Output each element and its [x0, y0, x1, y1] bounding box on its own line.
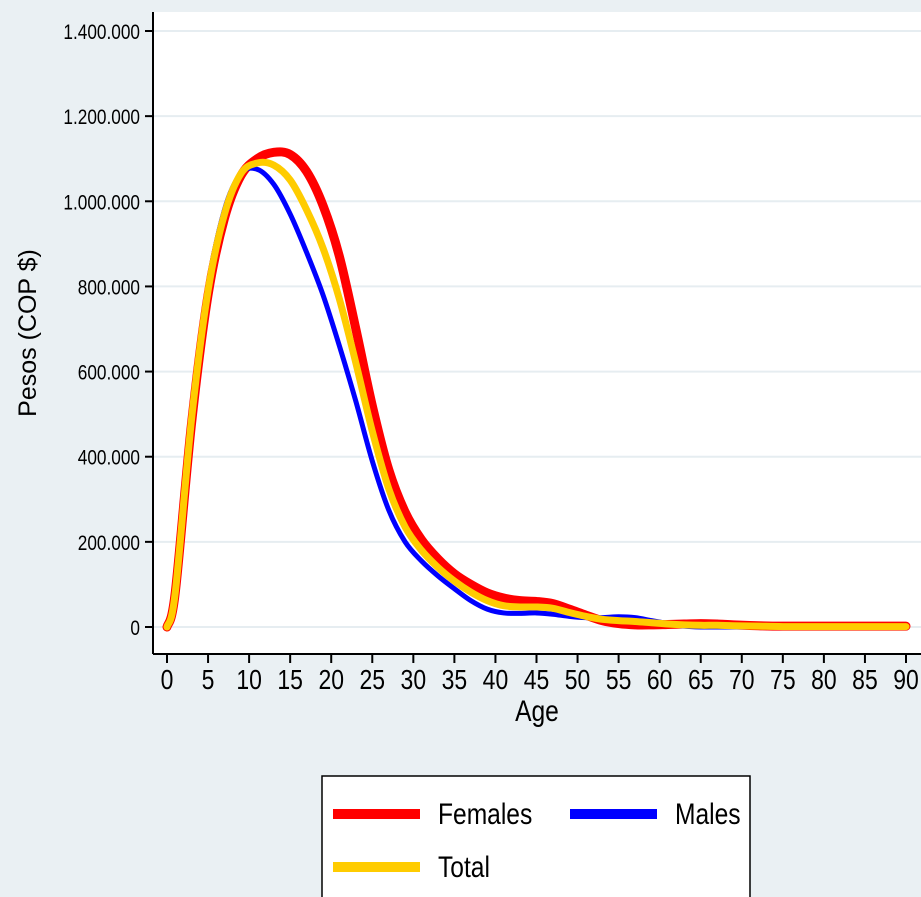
x-tick-label: 90 — [893, 665, 919, 696]
x-tick-label: 10 — [236, 665, 262, 696]
y-tick-label: 0 — [130, 618, 140, 641]
x-tick-label: 45 — [524, 665, 550, 696]
x-tick-label: 30 — [401, 665, 427, 696]
legend: Females Males Total — [321, 775, 751, 897]
x-tick-label: 65 — [688, 665, 714, 696]
legend-label-total: Total — [438, 850, 490, 884]
y-tick-label: 1.200.000 — [63, 107, 140, 130]
legend-label-males: Males — [675, 797, 741, 831]
x-tick-label: 0 — [161, 665, 174, 696]
x-tick-label: 70 — [729, 665, 755, 696]
x-tick-label: 85 — [852, 665, 878, 696]
x-tick-label: 60 — [647, 665, 673, 696]
x-tick-label: 25 — [360, 665, 386, 696]
x-tick-label: 55 — [606, 665, 632, 696]
x-tick-label: 50 — [565, 665, 591, 696]
x-axis-label: Age — [515, 694, 559, 728]
y-tick-label: 1.400.000 — [63, 22, 140, 45]
y-axis-ticks: 0 200.000 400.000 600.000 800.000 1.000.000 1.… — [63, 22, 153, 641]
series-lines — [162, 147, 911, 632]
x-tick-label: 5 — [202, 665, 215, 696]
x-tick-label: 40 — [483, 665, 509, 696]
x-tick-label: 15 — [277, 665, 303, 696]
gridlines — [154, 30, 921, 628]
y-tick-label: 200.000 — [78, 532, 140, 555]
legend-box — [321, 775, 751, 897]
x-axis-ticks: 0 5 10 15 20 25 30 35 40 45 50 55 60 65 70 75 80 85 90 — [161, 654, 919, 696]
y-tick-label: 600.000 — [78, 362, 140, 385]
series-line-total — [163, 158, 910, 631]
x-tick-label: 80 — [811, 665, 837, 696]
x-tick-label: 20 — [318, 665, 344, 696]
x-tick-label: 35 — [442, 665, 468, 696]
y-tick-label: 800.000 — [78, 277, 140, 300]
plot-area — [153, 12, 921, 654]
y-tick-label: 1.000.000 — [63, 192, 140, 215]
y-tick-label: 400.000 — [78, 447, 140, 470]
y-axis-label: Pesos (COP $) — [14, 249, 42, 417]
legend-label-females: Females — [438, 797, 532, 831]
x-tick-label: 75 — [770, 665, 796, 696]
